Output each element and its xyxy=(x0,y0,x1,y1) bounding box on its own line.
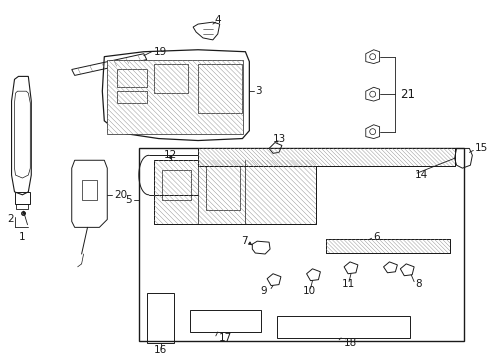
Text: 15: 15 xyxy=(473,143,487,153)
Polygon shape xyxy=(325,239,449,253)
Bar xyxy=(139,148,464,341)
Text: 4: 4 xyxy=(214,15,221,25)
Text: 17: 17 xyxy=(219,333,232,343)
Text: 19: 19 xyxy=(153,47,166,57)
Text: 5: 5 xyxy=(125,195,132,205)
Bar xyxy=(146,293,174,343)
Bar xyxy=(198,64,242,113)
Polygon shape xyxy=(153,160,316,224)
Text: 21: 21 xyxy=(400,87,414,101)
Bar xyxy=(190,310,261,332)
Text: 6: 6 xyxy=(373,232,380,242)
Text: 14: 14 xyxy=(414,170,427,180)
Text: 3: 3 xyxy=(255,86,262,96)
Text: 9: 9 xyxy=(260,285,267,296)
Text: 13: 13 xyxy=(272,134,285,144)
Text: 12: 12 xyxy=(163,150,176,160)
Text: 2: 2 xyxy=(7,215,14,225)
Bar xyxy=(161,170,191,200)
Text: 1: 1 xyxy=(19,232,26,242)
Bar xyxy=(17,204,28,208)
Text: 7: 7 xyxy=(240,236,247,246)
Bar xyxy=(276,316,409,338)
Text: 10: 10 xyxy=(303,285,315,296)
Bar xyxy=(198,148,454,166)
Text: 20: 20 xyxy=(114,190,127,200)
Polygon shape xyxy=(198,148,454,166)
Bar xyxy=(15,192,30,204)
Polygon shape xyxy=(107,60,243,134)
Bar xyxy=(153,160,316,224)
Bar xyxy=(153,64,188,93)
Bar xyxy=(325,239,449,253)
Bar xyxy=(81,180,97,200)
Text: 11: 11 xyxy=(341,279,354,289)
Text: 16: 16 xyxy=(154,345,167,355)
Bar xyxy=(117,69,146,87)
Bar xyxy=(117,91,146,103)
Bar xyxy=(205,165,240,210)
Text: 8: 8 xyxy=(414,279,421,289)
Text: 18: 18 xyxy=(344,338,357,348)
